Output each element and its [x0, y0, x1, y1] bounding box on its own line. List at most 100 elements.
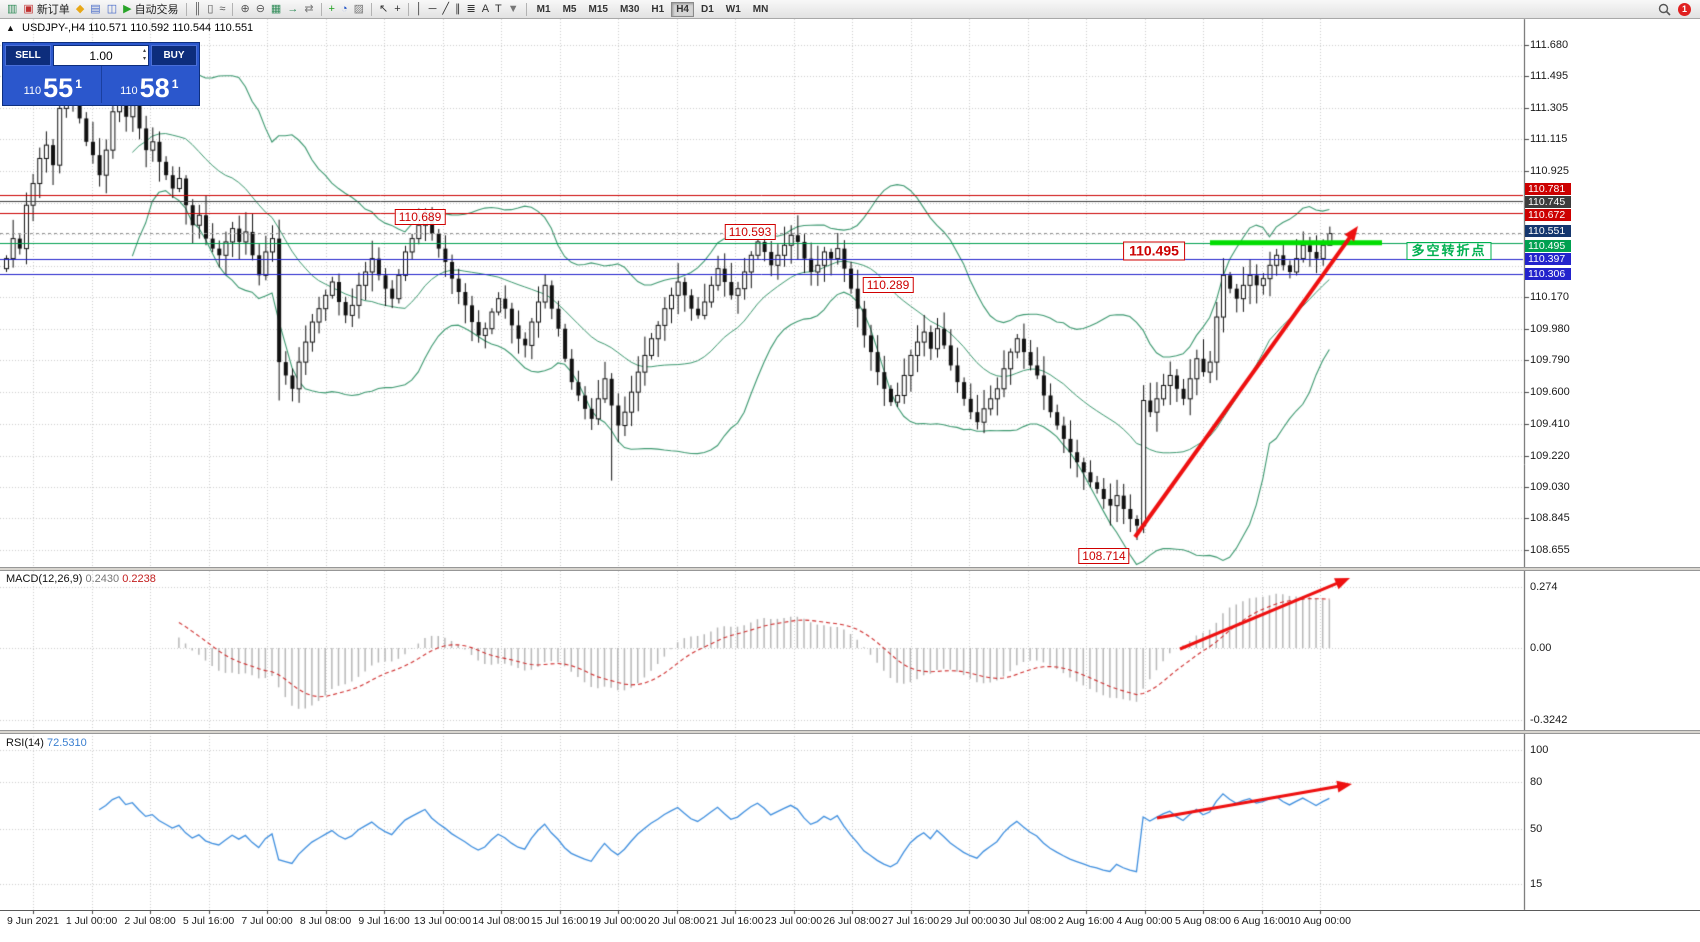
- crosshair-icon: +: [394, 2, 401, 15]
- chart-shift-icon[interactable]: ⇄: [301, 1, 316, 18]
- chart-annotation[interactable]: 110.495: [1123, 241, 1185, 261]
- candlestick-chart-icon[interactable]: ▯: [204, 1, 216, 18]
- time-axis-label: 15 Jul 16:00: [530, 915, 589, 927]
- fibonacci-icon[interactable]: ≣: [463, 1, 478, 18]
- data-window-icon: ◫: [106, 2, 118, 15]
- timeframe-h1[interactable]: H1: [646, 2, 669, 17]
- timeframe-w1[interactable]: W1: [721, 2, 746, 17]
- bar-chart-icon: ║: [193, 2, 202, 15]
- chart-annotation[interactable]: 多空转折点: [1406, 242, 1492, 260]
- toolbar-separator: [525, 2, 527, 16]
- time-axis-label: 1 Jul 00:00: [65, 915, 118, 927]
- auto-scroll-icon[interactable]: →: [284, 1, 301, 18]
- channel-icon[interactable]: ∥: [452, 1, 464, 18]
- price-axis-tag: 110.495: [1525, 239, 1571, 252]
- auto-trading-button: ▶: [123, 2, 132, 15]
- periods-icon[interactable]: ◔: [338, 1, 351, 18]
- timeframe-m1[interactable]: M1: [532, 2, 556, 17]
- price-axis-label: 109.790: [1530, 354, 1570, 367]
- panel-separator[interactable]: [0, 730, 1700, 734]
- search-icon[interactable]: [1658, 3, 1671, 16]
- price-axis-tag: 110.551: [1525, 225, 1571, 238]
- zoom-in-icon[interactable]: ⊕: [237, 1, 252, 18]
- timeframe-m5[interactable]: M5: [558, 2, 582, 17]
- cursor-icon[interactable]: ↖: [376, 1, 391, 18]
- tile-windows-icon[interactable]: ▦: [268, 1, 284, 18]
- auto-trading-button-label: 自动交易: [134, 4, 179, 16]
- time-axis-label: 10 Aug 00:00: [1289, 915, 1351, 927]
- indicators-icon[interactable]: +: [326, 1, 338, 18]
- crosshair-icon[interactable]: +: [391, 1, 403, 18]
- timeframe-h4[interactable]: H4: [671, 1, 694, 17]
- templates-icon[interactable]: ▨: [351, 1, 367, 18]
- zoom-out-icon[interactable]: ⊖: [253, 1, 268, 18]
- toolbar-right: 1: [1658, 2, 1696, 16]
- chart-annotation[interactable]: 110.289: [862, 277, 914, 293]
- buy-button[interactable]: BUY: [151, 45, 197, 66]
- mql5-community-icon[interactable]: ◆: [73, 1, 87, 18]
- price-axis-label: 109.980: [1530, 322, 1570, 335]
- trade-panel-prices: 110 55 1 110 58 1: [5, 66, 197, 103]
- new-chart-icon[interactable]: ▥: [4, 1, 20, 18]
- macd-indicator-label: MACD(12,26,9) 0.2430 0.2238: [6, 573, 156, 585]
- timeframe-m30[interactable]: M30: [615, 2, 644, 17]
- market-watch-icon[interactable]: ▤: [87, 1, 103, 18]
- horizontal-line-icon[interactable]: ─: [426, 1, 440, 18]
- time-axis-label: 6 Aug 16:00: [1233, 915, 1290, 927]
- data-window-icon[interactable]: ◫: [104, 1, 120, 18]
- trade-panel-controls: SELL 1.00 ▴ ▾ BUY: [5, 45, 197, 66]
- line-chart-icon[interactable]: ≈: [216, 1, 228, 18]
- rsi-axis-label: 50: [1530, 823, 1543, 835]
- vertical-line-icon: │: [415, 2, 423, 15]
- arrows-tool-icon[interactable]: ▼: [505, 1, 522, 18]
- macd-axis-label: -0.3242: [1530, 714, 1568, 727]
- sell-price[interactable]: 110 55 1: [5, 66, 101, 103]
- chart-annotation[interactable]: 110.593: [724, 224, 776, 240]
- cursor-icon: ↖: [379, 2, 389, 15]
- one-click-trading-panel[interactable]: SELL 1.00 ▴ ▾ BUY 110 55 1 110 58 1: [2, 42, 200, 106]
- trendline-icon[interactable]: ╱: [439, 1, 452, 18]
- buy-price[interactable]: 110 58 1: [102, 66, 198, 103]
- sell-button[interactable]: SELL: [5, 45, 51, 66]
- market-watch-icon: ▤: [90, 2, 101, 15]
- panel-separator[interactable]: [0, 567, 1700, 571]
- auto-trading-button[interactable]: ▶ 自动交易: [120, 1, 181, 18]
- volume-spinner[interactable]: ▴ ▾: [142, 48, 146, 63]
- price-axis-tag: 110.745: [1525, 196, 1571, 209]
- vertical-line-icon[interactable]: │: [413, 1, 426, 18]
- chart-annotation[interactable]: 108.714: [1078, 548, 1130, 564]
- macd-axis-label: 0.274: [1530, 581, 1558, 593]
- buy-price-sup: 1: [171, 77, 179, 91]
- horizontal-line-icon: ─: [428, 2, 437, 15]
- timeframe-d1[interactable]: D1: [696, 2, 719, 17]
- rsi-title: RSI(14): [6, 737, 44, 749]
- trendline-icon: ╱: [442, 2, 449, 15]
- timeframe-mn[interactable]: MN: [748, 2, 774, 17]
- time-axis-label: 2 Jul 08:00: [124, 915, 176, 927]
- volume-input[interactable]: 1.00 ▴ ▾: [53, 45, 149, 66]
- buy-price-big: 58: [139, 73, 170, 104]
- macd-main-value: 0.2430: [85, 573, 120, 585]
- time-axis-label: 27 Jul 16:00: [881, 915, 940, 927]
- time-axis-label: 21 Jul 16:00: [706, 915, 764, 927]
- notification-badge[interactable]: 1: [1678, 2, 1691, 16]
- price-axis-label: 110.925: [1530, 165, 1569, 177]
- panel-collapse-icon[interactable]: ▲: [6, 23, 15, 33]
- price-axis-label: 109.220: [1530, 449, 1570, 462]
- new-order-button[interactable]: ▣ 新订单: [20, 1, 72, 18]
- label-icon[interactable]: T: [492, 1, 505, 18]
- chart-annotation[interactable]: 110.689: [394, 209, 446, 225]
- text-icon[interactable]: A: [479, 1, 492, 18]
- bar-chart-icon[interactable]: ║: [191, 1, 205, 18]
- toolbar-separator: [232, 2, 234, 16]
- toolbar-separator: [407, 2, 409, 16]
- sell-price-sup: 1: [75, 77, 82, 91]
- price-axis-tag: 110.672: [1525, 209, 1571, 222]
- price-axis-label: 111.115: [1530, 133, 1568, 146]
- time-axis-label: 5 Jul 16:00: [182, 915, 235, 927]
- mql5-community-icon: ◆: [75, 2, 85, 15]
- price-axis-label: 108.655: [1530, 543, 1570, 556]
- timeframe-m15[interactable]: M15: [583, 2, 612, 17]
